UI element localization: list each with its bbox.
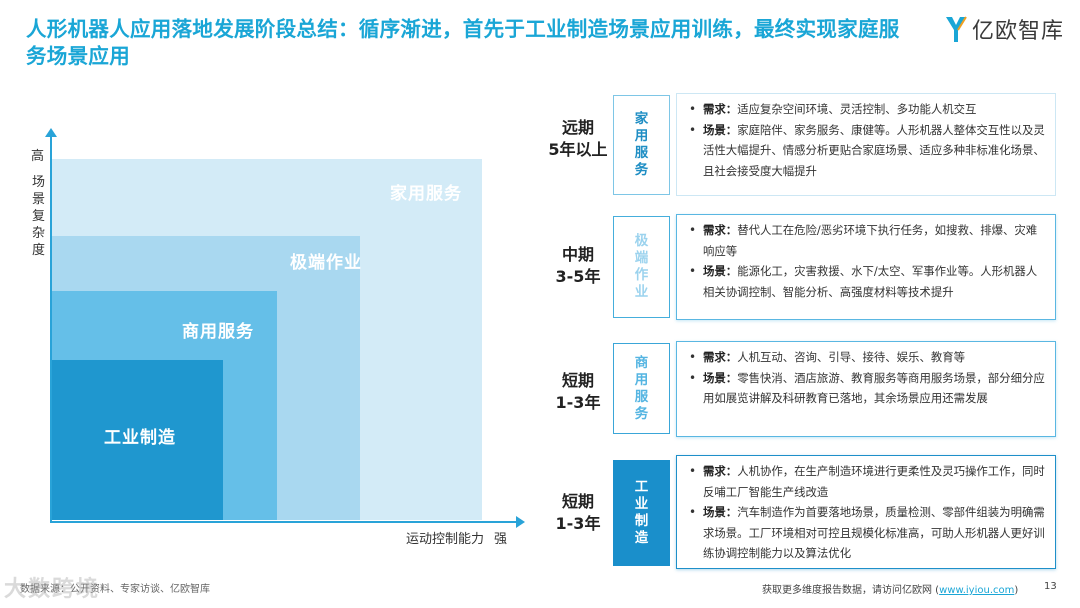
term-mid: 中期 3-5年 <box>548 244 608 288</box>
tag-commercial-service: 商用服务 <box>613 343 670 434</box>
stage-label-industrial: 工业制造 <box>104 428 176 448</box>
term-short-industrial: 短期 1-3年 <box>548 491 608 535</box>
scene-item: 场景：家庭陪伴、家务服务、康健等。人形机器人整体交互性以及灵活性大幅提升、情感分… <box>687 120 1045 182</box>
term-short-line2: 1-3年 <box>555 393 601 412</box>
website-link[interactable]: www.iyiou.com <box>939 585 1015 596</box>
stage-label-commercial: 商用服务 <box>182 322 254 342</box>
term-short-line1: 短期 <box>561 492 594 511</box>
scene-text: 零售快消、酒店旅游、教育服务等商用服务场景，部分细分应用如展览讲解及科研教育已落… <box>703 370 1045 406</box>
page-title: 人形机器人应用落地发展阶段总结：循序渐进，首先于工业制造场景应用训练，最终实现家… <box>26 17 900 68</box>
demand-label: 需求： <box>703 102 738 116</box>
scene-label: 场景： <box>703 505 738 519</box>
yiou-logo-icon <box>946 16 967 42</box>
demand-label: 需求： <box>703 223 738 237</box>
source-note: 数据来源：公开资料、专家访谈、亿欧智库 <box>20 584 210 595</box>
watermark: 大数跨境 <box>4 577 101 602</box>
y-axis-line <box>50 134 52 523</box>
term-mid-line2: 3-5年 <box>555 267 601 286</box>
demand-item: 需求：替代人工在危险/恶劣环境下执行任务，如搜救、排爆、灾难响应等 <box>687 220 1045 261</box>
demand-item: 需求：人机协作，在生产制造环境进行更柔性及灵巧操作工作，同时反哺工厂智能生产线改… <box>687 461 1045 502</box>
brand-logo: 亿欧智库 <box>944 14 1064 44</box>
stage-label-home: 家用服务 <box>390 184 462 204</box>
x-axis-label: 运动控制能力强 <box>406 528 507 547</box>
detail-box-home: 需求：适应复杂空间环境、灵活控制、多功能人机交互 场景：家庭陪伴、家务服务、康健… <box>676 93 1056 196</box>
x-axis-strong-label: 强 <box>494 532 508 547</box>
term-short-commercial: 短期 1-3年 <box>548 370 608 414</box>
scene-item: 场景：零售快消、酒店旅游、教育服务等商用服务场景，部分细分应用如展览讲解及科研教… <box>687 368 1045 409</box>
demand-text: 替代人工在危险/恶劣环境下执行任务，如搜救、排爆、灾难响应等 <box>703 223 1038 258</box>
tag-home-text: 家用服务 <box>634 111 649 178</box>
scene-item: 场景：汽车制造作为首要落地场景，质量检测、零部件组装为明确需求场景。工厂环境相对… <box>687 502 1045 564</box>
demand-label: 需求： <box>703 350 738 364</box>
demand-label: 需求： <box>703 464 738 478</box>
footer-cta: 获取更多维度报告数据，请访问亿欧网 (www.iyiou.com) <box>762 581 1018 596</box>
scene-text: 汽车制造作为首要落地场景，质量检测、零部件组装为明确需求场景。工厂环境相对可控且… <box>703 505 1045 560</box>
demand-item: 需求：人机互动、咨询、引导、接待、娱乐、教育等 <box>687 347 1045 368</box>
scene-item: 场景：能源化工，灾害救援、水下/太空、军事作业等。人形机器人相关协调控制、智能分… <box>687 261 1045 302</box>
tag-commercial-text: 商用服务 <box>634 354 649 422</box>
footer-cta-text: 获取更多维度报告数据，请访问亿欧网 ( <box>762 585 940 596</box>
term-long: 远期 5年以上 <box>548 117 608 161</box>
tag-extreme-operation: 极端作业 <box>613 216 670 318</box>
scene-label: 场景： <box>703 370 738 385</box>
demand-text: 适应复杂空间环境、灵活控制、多功能人机交互 <box>737 102 977 116</box>
tag-home-service: 家用服务 <box>613 95 670 195</box>
x-axis-line <box>50 521 520 523</box>
x-axis-title: 运动控制能力 <box>406 532 485 547</box>
tag-industrial-text: 工业制造 <box>634 479 649 546</box>
scene-text: 能源化工，灾害救援、水下/太空、军事作业等。人形机器人相关协调控制、智能分析、高… <box>703 264 1038 299</box>
page-number: 13 <box>1044 581 1057 592</box>
detail-box-extreme: 需求：替代人工在危险/恶劣环境下执行任务，如搜救、排爆、灾难响应等 场景：能源化… <box>676 214 1056 320</box>
tag-extreme-text: 极端作业 <box>634 233 649 300</box>
detail-box-industrial: 需求：人机协作，在生产制造环境进行更柔性及灵巧操作工作，同时反哺工厂智能生产线改… <box>676 455 1056 569</box>
scene-text: 家庭陪伴、家务服务、康健等。人形机器人整体交互性以及灵活性大幅提升、情感分析更贴… <box>703 122 1045 178</box>
y-axis-label: 场景复杂度 <box>32 175 46 258</box>
stage-label-extreme: 极端作业 <box>290 253 362 273</box>
footer-cta-end: ) <box>1014 585 1019 596</box>
detail-box-commercial: 需求：人机互动、咨询、引导、接待、娱乐、教育等 场景：零售快消、酒店旅游、教育服… <box>676 341 1056 437</box>
term-short-line2: 1-3年 <box>555 514 601 533</box>
y-axis-arrow-icon <box>45 128 57 137</box>
stage-industrial-manufacturing: 工业制造 <box>52 360 223 520</box>
y-axis-high-label: 高 <box>31 149 45 164</box>
logo-text: 亿欧智库 <box>972 19 1065 44</box>
demand-text: 人机协作，在生产制造环境进行更柔性及灵巧操作工作，同时反哺工厂智能生产线改造 <box>703 464 1045 499</box>
term-long-line1: 远期 <box>561 118 594 137</box>
demand-text: 人机互动、咨询、引导、接待、娱乐、教育等 <box>737 350 966 364</box>
term-short-line1: 短期 <box>561 371 594 390</box>
demand-item: 需求：适应复杂空间环境、灵活控制、多功能人机交互 <box>687 99 1045 120</box>
term-long-line2: 5年以上 <box>548 140 608 159</box>
scene-label: 场景： <box>703 122 738 137</box>
scene-label: 场景： <box>703 264 738 278</box>
x-axis-arrow-icon <box>516 516 525 528</box>
tag-industrial-manufacturing: 工业制造 <box>613 460 670 566</box>
term-mid-line1: 中期 <box>561 245 594 264</box>
